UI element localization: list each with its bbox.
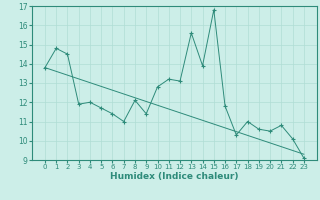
X-axis label: Humidex (Indice chaleur): Humidex (Indice chaleur)	[110, 172, 239, 181]
